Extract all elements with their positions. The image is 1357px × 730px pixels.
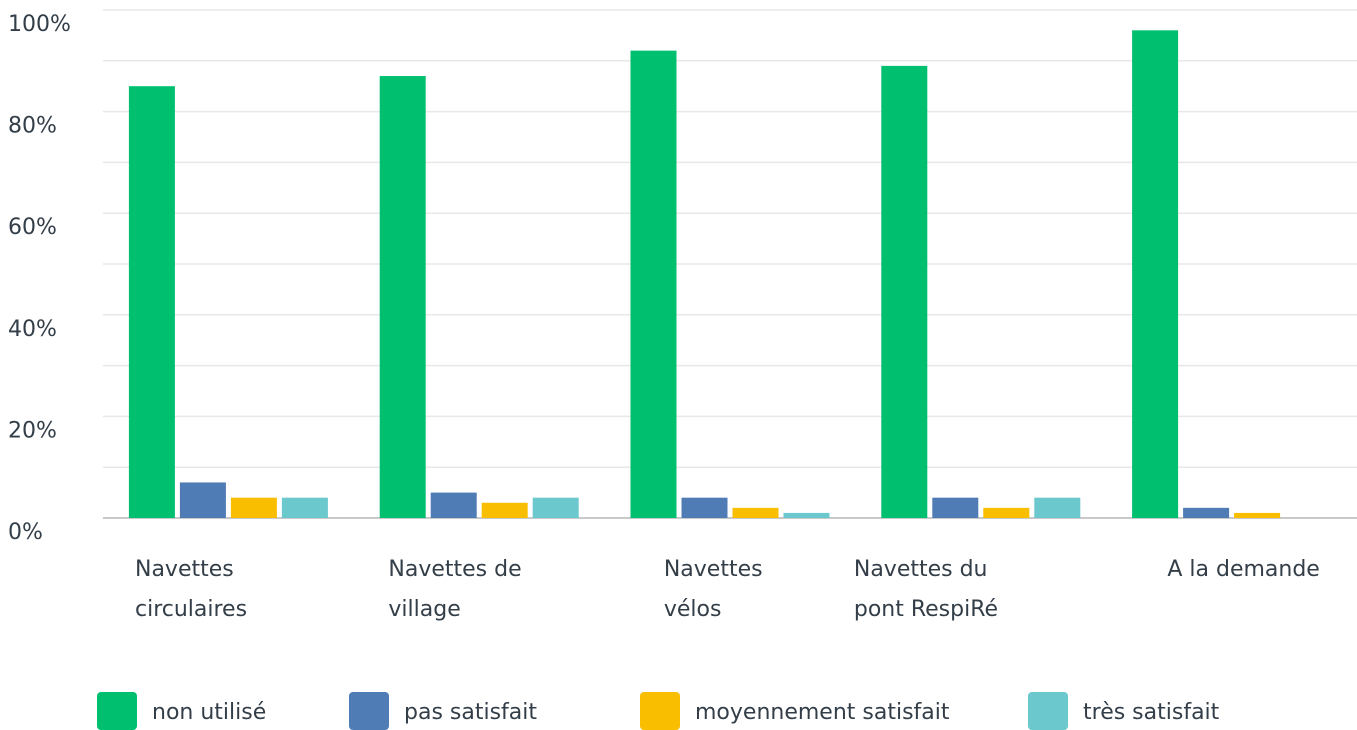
legend-label: moyennement satisfait bbox=[695, 700, 950, 725]
y-tick-label: 100% bbox=[8, 12, 71, 37]
bar bbox=[281, 497, 328, 518]
bar bbox=[732, 507, 779, 518]
bar bbox=[179, 482, 226, 518]
bar bbox=[532, 497, 579, 518]
legend-swatch bbox=[349, 692, 389, 730]
legend-label: non utilisé bbox=[152, 700, 266, 725]
x-tick-label: Navettes de village bbox=[388, 557, 521, 622]
y-tick-label: 80% bbox=[8, 114, 57, 139]
bar bbox=[128, 86, 175, 518]
bar bbox=[1234, 512, 1281, 518]
y-tick-label: 20% bbox=[8, 418, 57, 443]
bar bbox=[881, 65, 928, 518]
y-tick-label: 0% bbox=[8, 520, 43, 545]
legend-swatch bbox=[97, 692, 137, 730]
bar bbox=[481, 502, 528, 518]
bar bbox=[379, 76, 426, 518]
bar bbox=[983, 507, 1030, 518]
bar bbox=[783, 512, 830, 518]
x-tick-label: Navettes du pont RespiRé bbox=[854, 557, 998, 622]
bar bbox=[630, 50, 677, 518]
bar bbox=[1132, 30, 1179, 518]
bar bbox=[932, 497, 979, 518]
x-tick-label: Navettes circulaires bbox=[135, 557, 247, 622]
bar bbox=[430, 492, 477, 518]
x-tick-label: Navettes vélos bbox=[664, 557, 763, 622]
legend-swatch bbox=[1028, 692, 1068, 730]
x-tick-label: A la demande bbox=[1167, 557, 1320, 582]
bar bbox=[1183, 507, 1230, 518]
legend-label: pas satisfait bbox=[404, 700, 537, 725]
legend-swatch bbox=[640, 692, 680, 730]
legend-label: très satisfait bbox=[1083, 700, 1220, 725]
bar bbox=[681, 497, 728, 518]
bar bbox=[1034, 497, 1081, 518]
y-tick-label: 40% bbox=[8, 317, 57, 342]
y-tick-label: 60% bbox=[8, 215, 57, 240]
bar bbox=[230, 497, 277, 518]
